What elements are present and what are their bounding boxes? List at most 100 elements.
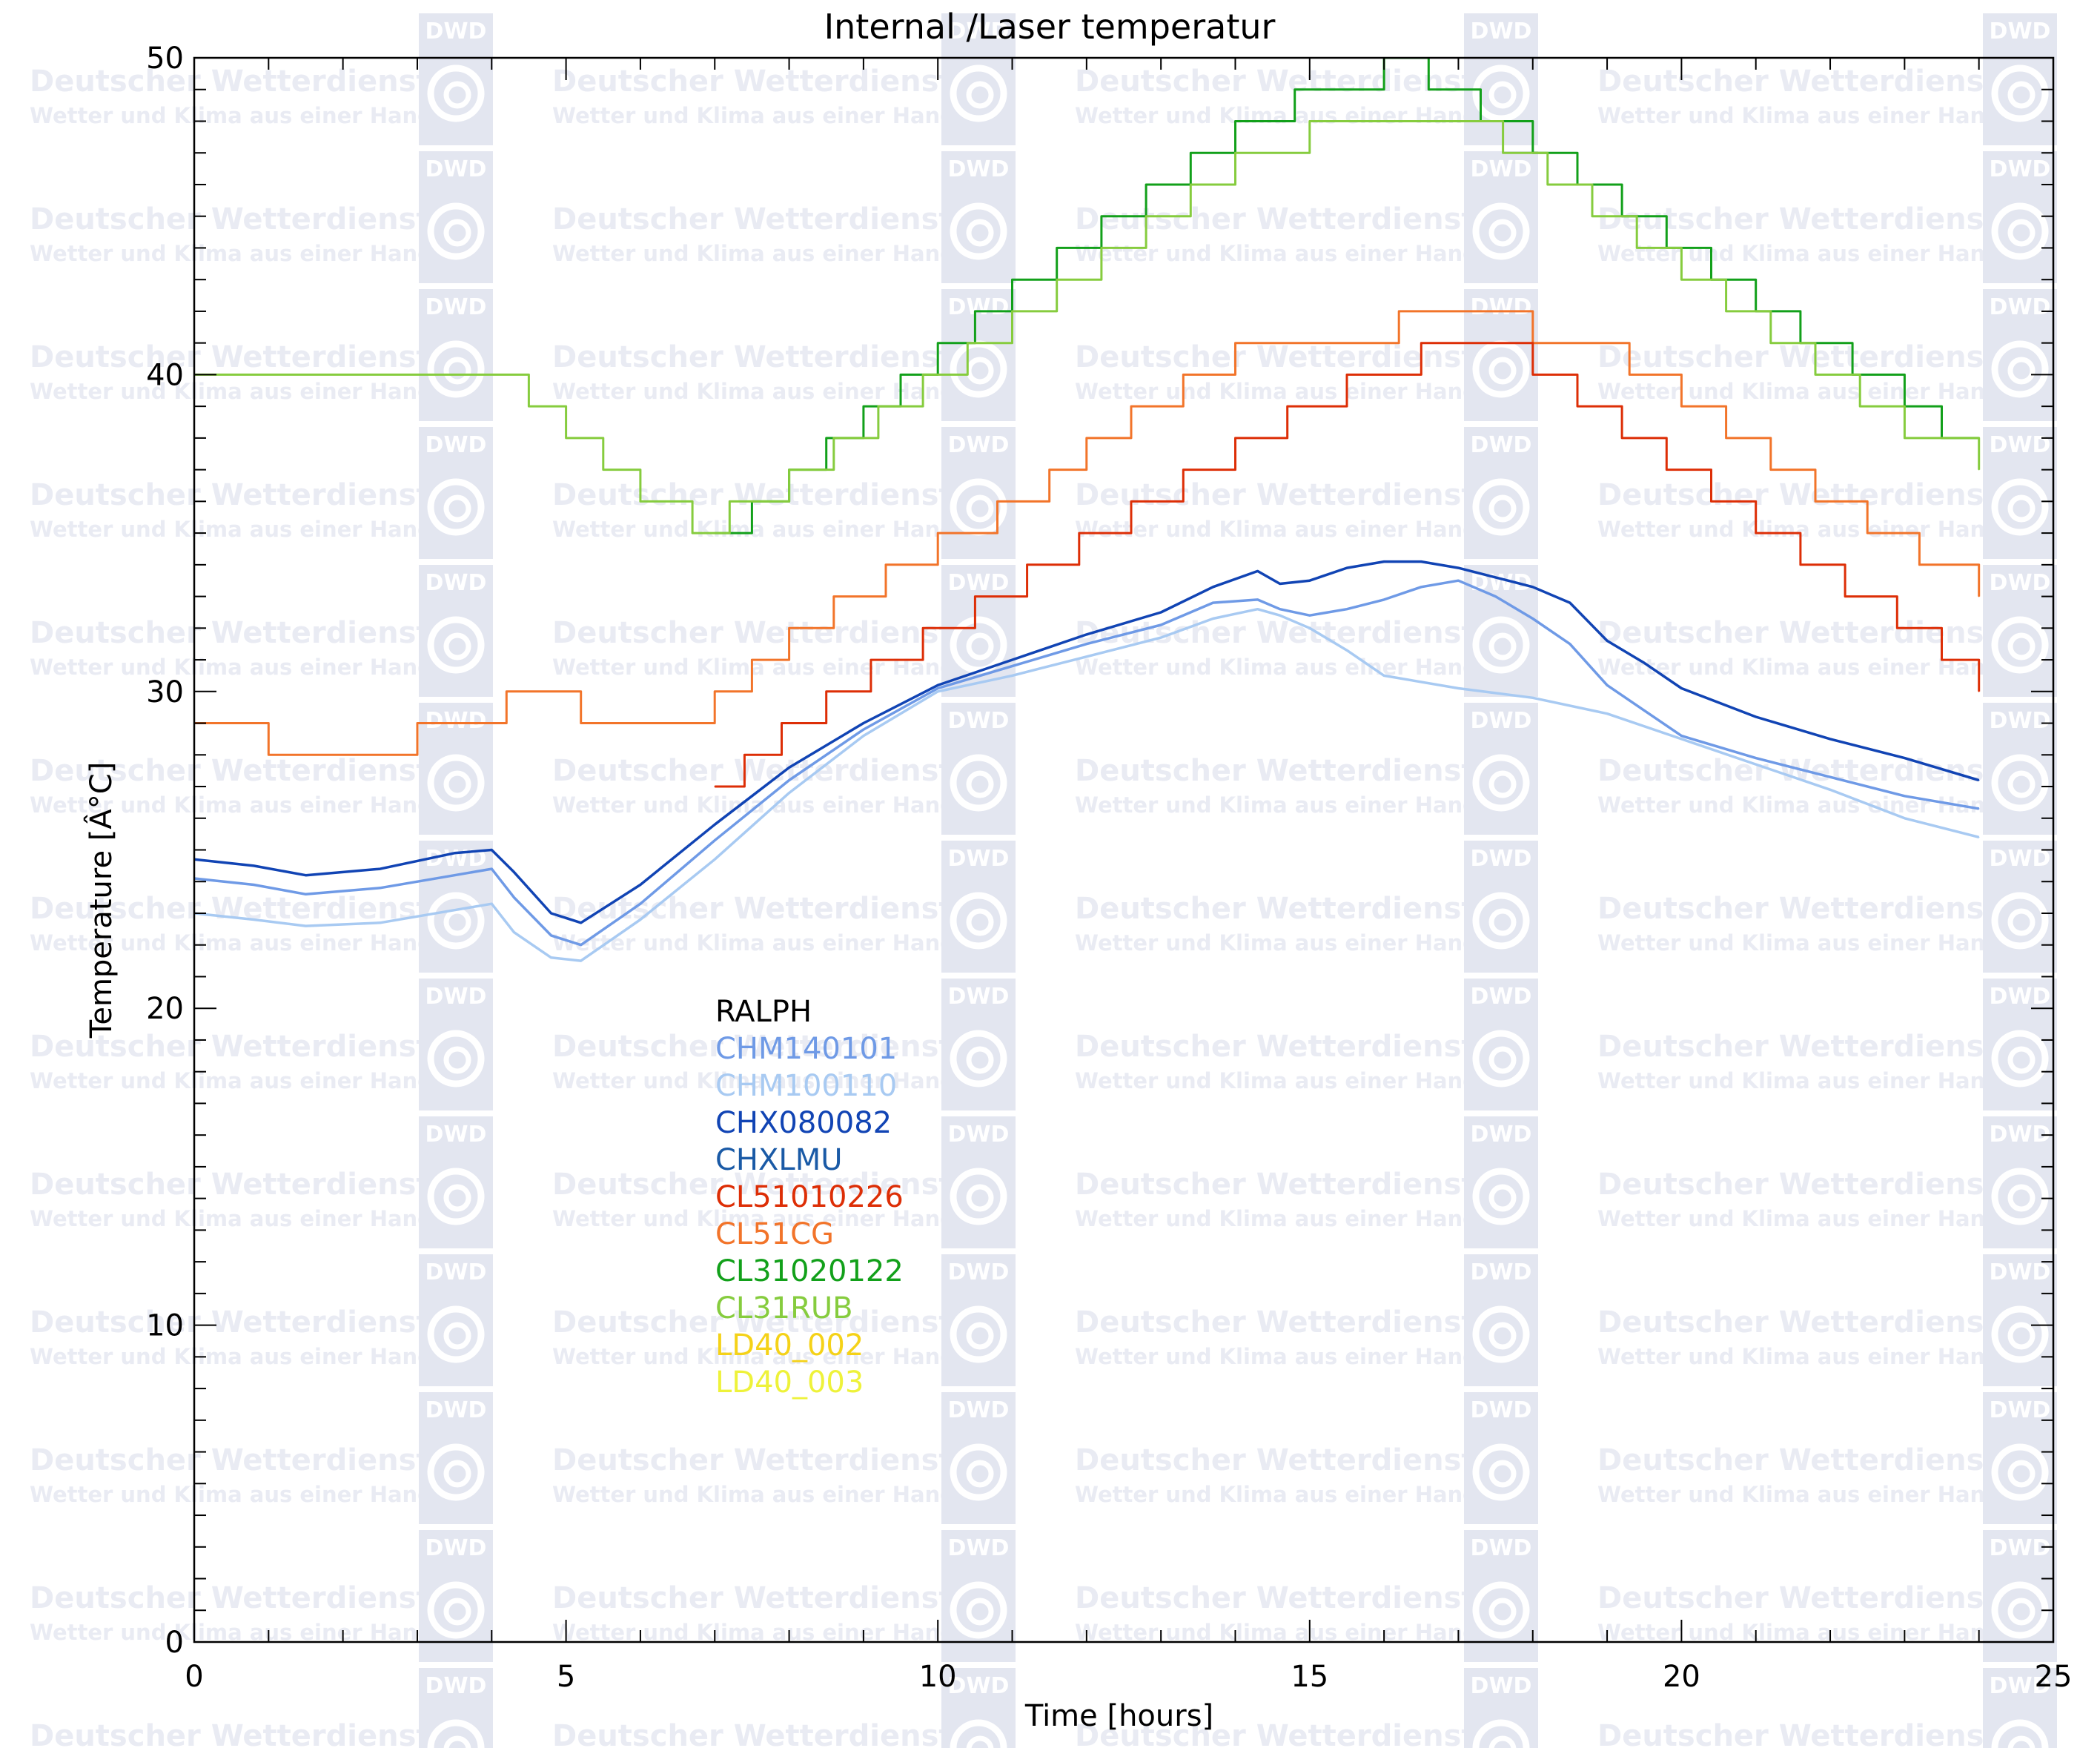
data-point <box>1212 602 1214 603</box>
watermark-line1: Deutscher Wetterdienst <box>1597 754 1998 788</box>
dwd-logo-text: DWD <box>425 432 487 458</box>
watermark-line2: Wetter und Klima aus einer Hand <box>1597 1068 2001 1093</box>
data-point <box>1011 675 1013 677</box>
dwd-logo-text: DWD <box>948 1535 1010 1561</box>
dwd-swirl-inner-icon <box>2007 770 2036 798</box>
data-point <box>1755 532 1757 534</box>
data-point <box>967 342 969 344</box>
data-point <box>253 884 255 886</box>
watermark-line1: Deutscher Wetterdienst <box>30 478 431 512</box>
data-point <box>781 722 783 724</box>
data-point <box>1577 342 1578 344</box>
data-point <box>1978 595 1980 597</box>
data-point <box>1256 608 1259 610</box>
x-tick-label: 15 <box>1291 1660 1328 1694</box>
watermark-line2: Wetter und Klima aus einer Hand <box>1075 1482 1478 1507</box>
legend-entry-cl31020122: CL31020122 <box>715 1254 904 1288</box>
y-axis-label: Temperature [Â°C] <box>83 762 119 1039</box>
watermark-line1: Deutscher Wetterdienst <box>1075 616 1476 650</box>
data-point <box>743 754 746 756</box>
data-point <box>1629 374 1630 376</box>
y-tick-label: 30 <box>146 675 184 709</box>
data-point <box>751 659 753 661</box>
watermark-line2: Wetter und Klima aus einer Hand <box>1075 930 1478 956</box>
watermark-line1: Deutscher Wetterdienst <box>1597 1168 1998 1202</box>
watermark-line2: Wetter und Klima aus einer Hand <box>1597 241 2001 266</box>
dwd-logo-text: DWD <box>1471 156 1532 182</box>
dwd-swirl-inner-icon <box>443 1184 471 1212</box>
dwd-logo-text: DWD <box>425 708 487 734</box>
watermark-line1: Deutscher Wetterdienst <box>552 1305 953 1340</box>
dwd-logo-text: DWD <box>1471 1397 1532 1423</box>
watermark-line2: Wetter und Klima aus einer Hand <box>1075 655 1478 680</box>
dwd-swirl-icon <box>1991 616 2049 674</box>
watermark-line2: Wetter und Klima aus einer Hand <box>30 1344 433 1369</box>
dwd-logo-text: DWD <box>1990 294 2051 320</box>
watermark-line2: Wetter und Klima aus einer Hand <box>1597 1620 2001 1645</box>
data-point <box>1234 152 1236 153</box>
dwd-swirl-inner-icon <box>443 1046 471 1074</box>
dwd-swirl-icon <box>950 1443 1007 1501</box>
data-point <box>528 405 530 407</box>
watermark-line1: Deutscher Wetterdienst <box>1075 1305 1476 1340</box>
watermark-line1: Deutscher Wetterdienst <box>30 1719 431 1748</box>
data-point <box>1457 580 1460 581</box>
data-point <box>1086 437 1087 439</box>
dwd-swirl-icon <box>950 754 1007 812</box>
data-point <box>1286 405 1288 407</box>
data-point <box>885 564 887 566</box>
data-point <box>1346 608 1348 610</box>
data-point <box>513 896 515 898</box>
dwd-logo-text: DWD <box>425 984 487 1010</box>
watermark-line1: Deutscher Wetterdienst <box>1597 1719 1998 1748</box>
data-point <box>788 779 790 781</box>
dwd-logo-text: DWD <box>948 1122 1010 1148</box>
data-point <box>1383 599 1385 600</box>
data-point <box>922 627 924 629</box>
dwd-logo-text: DWD <box>1990 1397 2051 1423</box>
data-point <box>788 627 790 629</box>
dwd-logo-text: DWD <box>425 1397 487 1423</box>
dwd-logo-text: DWD <box>948 432 1010 458</box>
y-tick-label: 40 <box>146 358 184 392</box>
x-tick-label: 0 <box>185 1660 203 1694</box>
dwd-swirl-inner-icon <box>2007 1184 2036 1212</box>
data-point <box>1666 469 1668 471</box>
data-point <box>1130 405 1132 407</box>
data-point <box>1829 789 1831 791</box>
watermark-line1: Deutscher Wetterdienst <box>552 892 953 926</box>
watermark-line1: Deutscher Wetterdienst <box>1075 1719 1476 1748</box>
dwd-swirl-icon <box>950 1581 1007 1639</box>
data-point <box>380 922 381 924</box>
watermark-line2: Wetter und Klima aus einer Hand <box>1597 379 2001 404</box>
watermark-line2: Wetter und Klima aus einer Hand <box>1597 1206 2001 1231</box>
dwd-logo-text: DWD <box>1471 1673 1532 1699</box>
data-point <box>1182 469 1185 471</box>
watermark-line1: Deutscher Wetterdienst <box>552 754 953 788</box>
watermark-line2: Wetter und Klima aus einer Hand <box>30 1620 433 1645</box>
data-point <box>863 405 864 407</box>
data-point <box>1978 469 1980 471</box>
dwd-logo-text: DWD <box>1990 570 2051 596</box>
dwd-swirl-inner-icon <box>1488 908 1517 936</box>
dwd-logo-text: DWD <box>1471 294 1532 320</box>
dwd-swirl-inner-icon <box>966 494 994 523</box>
dwd-swirl-icon <box>950 1305 1007 1363</box>
data-point <box>1606 640 1608 642</box>
axes: 0 5 10 15 20 25 0 10 20 30 40 50 <box>146 42 2072 1694</box>
watermark-line1: Deutscher Wetterdienst <box>30 754 431 788</box>
data-point <box>1160 624 1162 626</box>
data-point <box>640 903 641 904</box>
plot-area <box>194 58 1981 962</box>
data-point <box>1770 342 1772 344</box>
dwd-swirl-inner-icon <box>2007 219 2036 247</box>
dwd-swirl-icon <box>1991 478 2049 536</box>
watermark-line2: Wetter und Klima aus einer Hand <box>1597 517 2001 542</box>
data-point <box>1725 437 1727 439</box>
data-point <box>1011 311 1013 312</box>
watermark-line2: Wetter und Klima aus einer Hand <box>1075 241 1478 266</box>
legend-entry-cl51010226: CL51010226 <box>715 1180 904 1214</box>
watermark-line1: Deutscher Wetterdienst <box>30 1581 431 1615</box>
data-point <box>640 884 641 886</box>
data-point <box>1494 577 1497 578</box>
